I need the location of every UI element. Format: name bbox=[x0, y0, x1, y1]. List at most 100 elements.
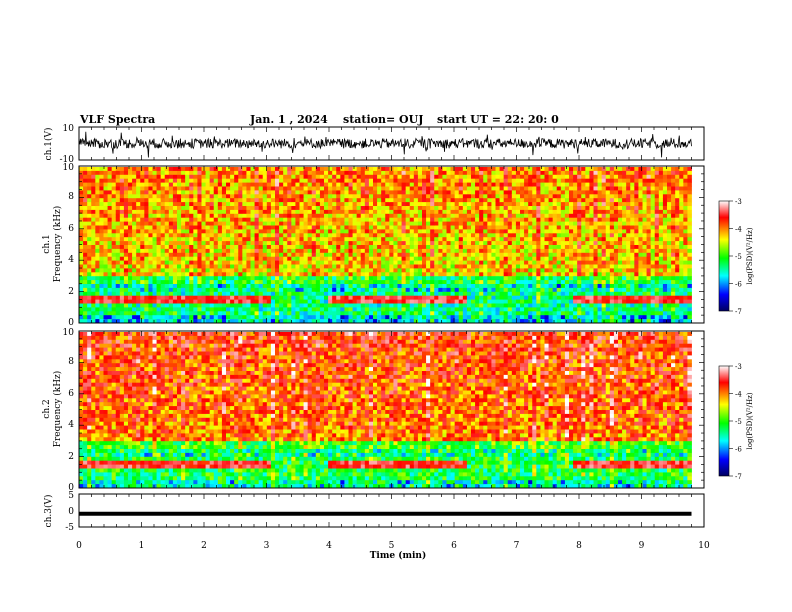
spectrogram-cell bbox=[242, 182, 247, 187]
spectrogram-cell bbox=[254, 217, 260, 222]
spectrogram-cell bbox=[189, 213, 194, 219]
spectrogram-cell bbox=[348, 260, 353, 265]
spectrogram-cell bbox=[234, 213, 239, 219]
spectrogram-cell bbox=[540, 264, 545, 269]
spectrogram-cell bbox=[385, 307, 390, 312]
spectrogram-cell bbox=[434, 237, 439, 242]
spectrogram-cell bbox=[385, 264, 390, 269]
spectrogram-cell bbox=[471, 264, 476, 269]
spectrogram-cell bbox=[569, 252, 574, 258]
spectrogram-cell bbox=[532, 237, 537, 242]
spectrogram-cell bbox=[515, 225, 521, 230]
spectrogram-cell bbox=[499, 319, 505, 324]
spectrogram-cell bbox=[270, 237, 276, 242]
spectrogram-cell bbox=[319, 182, 325, 187]
spectrogram-cell bbox=[577, 217, 582, 222]
spectrogram-cell bbox=[315, 178, 321, 183]
spectrogram-cell bbox=[168, 167, 174, 172]
spectrogram-cell bbox=[356, 178, 362, 183]
spectrogram-cell bbox=[103, 237, 108, 242]
spectrogram-cell bbox=[275, 245, 280, 250]
spectrogram-cell bbox=[373, 198, 378, 203]
spectrogram-cell bbox=[528, 280, 533, 285]
spectrogram-cell bbox=[95, 237, 100, 242]
spectrogram-cell bbox=[483, 209, 488, 215]
spectrogram-cell bbox=[246, 299, 251, 304]
spectrogram-cell bbox=[352, 241, 358, 246]
spectrogram-cell bbox=[299, 198, 304, 203]
spectrogram-cell bbox=[164, 198, 170, 203]
spectrogram-cell bbox=[381, 241, 386, 246]
spectrogram-cell bbox=[152, 225, 157, 230]
spectrogram-cell bbox=[201, 170, 206, 176]
spectrogram-cell bbox=[515, 280, 521, 285]
spectrogram-cell bbox=[454, 268, 460, 273]
spectrogram-cell bbox=[254, 209, 260, 215]
spectrogram-cell bbox=[373, 272, 378, 277]
spectrogram-cell bbox=[87, 311, 92, 316]
spectrogram-cell bbox=[193, 182, 198, 187]
spectrogram-cell bbox=[454, 237, 460, 242]
spectrogram-cell bbox=[405, 198, 411, 203]
spectrogram-cell bbox=[397, 182, 402, 187]
spectrogram-cell bbox=[405, 209, 411, 215]
spectrogram-cell bbox=[532, 182, 537, 187]
spectrogram-cell bbox=[107, 178, 113, 183]
spectrogram-cell bbox=[487, 225, 492, 230]
spectrogram-cell bbox=[115, 241, 121, 246]
spectrogram-cell bbox=[270, 206, 276, 211]
spectrogram-cell bbox=[177, 245, 182, 250]
spectrogram-cell bbox=[434, 233, 439, 238]
spectrogram-cell bbox=[430, 186, 435, 191]
spectrogram-cell bbox=[442, 303, 447, 308]
spectrogram-cell bbox=[234, 299, 239, 304]
spectrogram-cell bbox=[389, 186, 394, 191]
spectrogram-cell bbox=[483, 190, 488, 195]
spectrogram-cell bbox=[270, 194, 276, 199]
spectrogram-cell bbox=[458, 217, 464, 222]
spectrogram-cell bbox=[185, 284, 190, 289]
spectrogram-cell bbox=[417, 319, 423, 324]
spectrogram-cell bbox=[446, 182, 451, 187]
spectrogram-cell bbox=[340, 248, 345, 254]
spectrogram-cell bbox=[348, 229, 353, 234]
spectrogram-cell bbox=[79, 287, 84, 293]
spectrogram-cell bbox=[299, 170, 304, 176]
spectrogram-cell bbox=[507, 241, 513, 246]
spectrogram-cell bbox=[230, 217, 235, 222]
spectrogram-cell bbox=[397, 264, 402, 269]
spectrogram-cell bbox=[123, 315, 129, 320]
spectrogram-cell bbox=[536, 229, 541, 234]
spectrogram-cell bbox=[454, 229, 460, 234]
spectrogram-cell bbox=[569, 225, 574, 230]
spectrogram-cell bbox=[111, 248, 117, 254]
spectrogram-cell bbox=[299, 209, 304, 215]
spectrogram-cell bbox=[95, 256, 100, 261]
spectrogram-cell bbox=[152, 280, 157, 285]
spectrogram-cell bbox=[279, 229, 284, 234]
spectrogram-cell bbox=[172, 237, 178, 242]
spectrogram-cell bbox=[140, 260, 145, 265]
spectrogram-cell bbox=[364, 284, 370, 289]
spectrogram-cell bbox=[99, 280, 104, 285]
spectrogram-cell bbox=[177, 252, 182, 258]
spectrogram-cell bbox=[548, 241, 554, 246]
spectrogram-cell bbox=[564, 311, 570, 316]
spectrogram-cell bbox=[152, 241, 157, 246]
spectrogram-cell bbox=[450, 245, 456, 250]
spectrogram-cell bbox=[540, 307, 545, 312]
spectrogram-cell bbox=[144, 229, 149, 234]
spectrogram-cell bbox=[556, 217, 562, 222]
spectrogram-cell bbox=[511, 252, 517, 258]
spectrogram-cell bbox=[201, 256, 206, 261]
spectrogram-cell bbox=[287, 233, 292, 238]
spectrogram-cell bbox=[172, 186, 178, 191]
spectrogram-cell bbox=[454, 202, 460, 207]
spectrogram-cell bbox=[205, 245, 211, 250]
spectrogram-cell bbox=[123, 170, 129, 176]
spectrogram-cell bbox=[438, 264, 443, 269]
spectrogram-cell bbox=[315, 194, 321, 199]
spectrogram-cell bbox=[336, 291, 341, 297]
spectrogram-cell bbox=[536, 311, 541, 316]
spectrogram-cell bbox=[454, 276, 460, 281]
